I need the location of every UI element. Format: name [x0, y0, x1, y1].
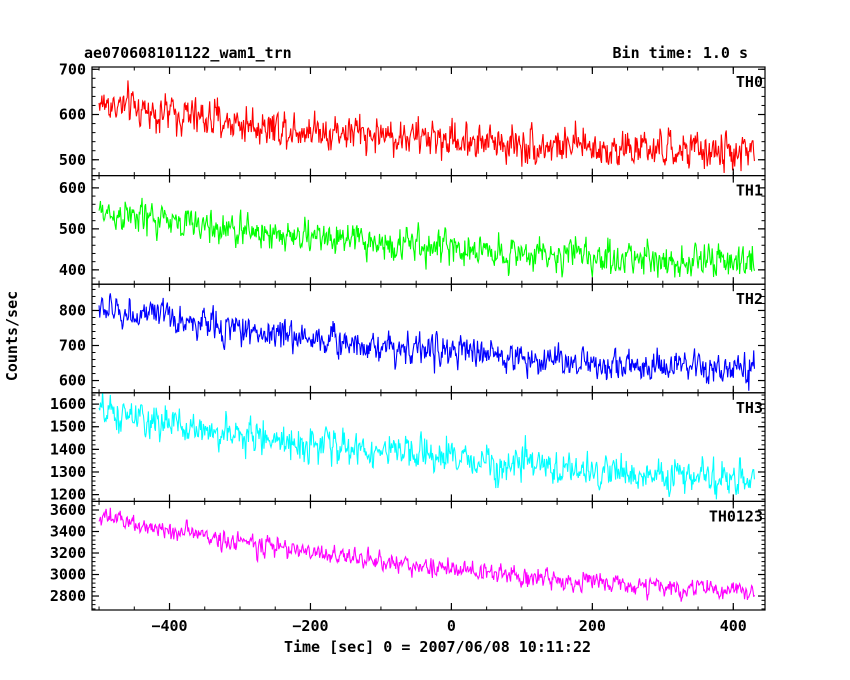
y-tick-label: 600: [59, 372, 86, 390]
y-tick-label: 1600: [50, 395, 86, 413]
y-tick-label: 1200: [50, 486, 86, 504]
panel-label-th0: TH0: [736, 73, 763, 91]
x-tick-label: −400: [151, 617, 187, 635]
panel-label-th3: TH3: [736, 399, 763, 417]
chart-title: ae070608101122_wam1_trn: [84, 44, 292, 62]
y-tick-label: 2800: [50, 587, 86, 605]
y-tick-label: 1300: [50, 463, 86, 481]
y-tick-label: 500: [59, 151, 86, 169]
x-tick-label: −200: [292, 617, 328, 635]
y-tick-label: 600: [59, 106, 86, 124]
y-tick-label: 800: [59, 301, 86, 319]
series-line-th0123: [98, 507, 755, 602]
panel-frame-th0123: [91, 500, 766, 611]
y-tick-label: 3600: [50, 501, 86, 519]
y-tick-label: 400: [59, 261, 86, 279]
y-tick-label: 700: [59, 60, 86, 78]
y-axis-label: Counts/sec: [3, 290, 21, 382]
x-axis-label: Time [sec] 0 = 2007/06/08 10:11:22: [283, 638, 592, 656]
panel-label-th1: TH1: [736, 182, 763, 200]
x-tick-label: 0: [447, 617, 456, 635]
series-line-th0: [98, 80, 755, 174]
y-tick-label: 3400: [50, 523, 86, 541]
series-line-th1: [98, 197, 755, 278]
panel-label-th0123: TH0123: [709, 507, 763, 525]
series-line-th2: [98, 293, 755, 391]
y-tick-label: 700: [59, 337, 86, 355]
x-tick-label: 400: [720, 617, 747, 635]
y-tick-label: 3200: [50, 544, 86, 562]
series-line-th3: [98, 392, 755, 500]
panel-frame-th2: [91, 283, 766, 394]
y-tick-label: 1500: [50, 418, 86, 436]
y-tick-label: 3000: [50, 566, 86, 584]
y-tick-label: 500: [59, 220, 86, 238]
y-tick-label: 600: [59, 179, 86, 197]
bin-time-label: Bin time: 1.0 s: [612, 44, 748, 62]
y-tick-label: 1400: [50, 440, 86, 458]
panel-label-th2: TH2: [736, 290, 763, 308]
x-tick-label: 200: [579, 617, 606, 635]
